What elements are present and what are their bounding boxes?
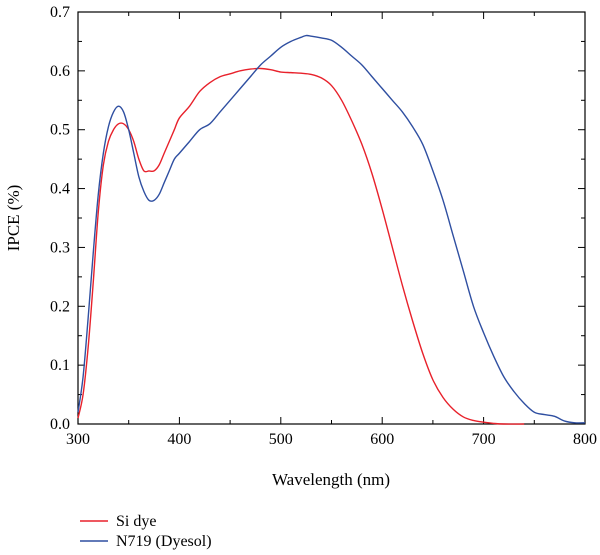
series-line-si-dye [77, 67, 525, 425]
series-line-n719 [77, 34, 586, 424]
y-tick-label: 0.1 [50, 357, 70, 374]
x-tick-label: 600 [370, 431, 394, 448]
legend-label-n719: N719 (Dyesol) [116, 533, 212, 550]
y-tick-label: 0.4 [50, 181, 70, 198]
legend-label-si-dye: Si dye [116, 513, 156, 530]
y-tick-label: 0.2 [50, 298, 70, 315]
y-tick-label: 0.5 [50, 122, 70, 139]
legend: Si dye N719 (Dyesol) [80, 513, 212, 550]
x-axis-title: Wavelength (nm) [272, 470, 390, 489]
plot-frame [77, 11, 586, 425]
x-tick-label: 300 [66, 431, 90, 448]
y-tick-label: 0.3 [50, 239, 70, 256]
x-tick-label: 700 [472, 431, 496, 448]
y-axis-title: IPCE (%) [4, 185, 23, 252]
x-tick-label: 400 [167, 431, 191, 448]
x-tick-label: 800 [573, 431, 597, 448]
y-tick-label: 0.7 [50, 4, 70, 21]
y-tick-label: 0.6 [50, 63, 70, 80]
y-tick-label: 0.0 [50, 416, 70, 433]
axis-ticks [77, 11, 586, 425]
axis-tick-labels: 300 400 500 600 700 800 0.0 0.1 0.2 0.3 0.4 0.5 0.6 0… [50, 4, 597, 448]
x-tick-label: 500 [269, 431, 293, 448]
series-layer [77, 34, 586, 425]
